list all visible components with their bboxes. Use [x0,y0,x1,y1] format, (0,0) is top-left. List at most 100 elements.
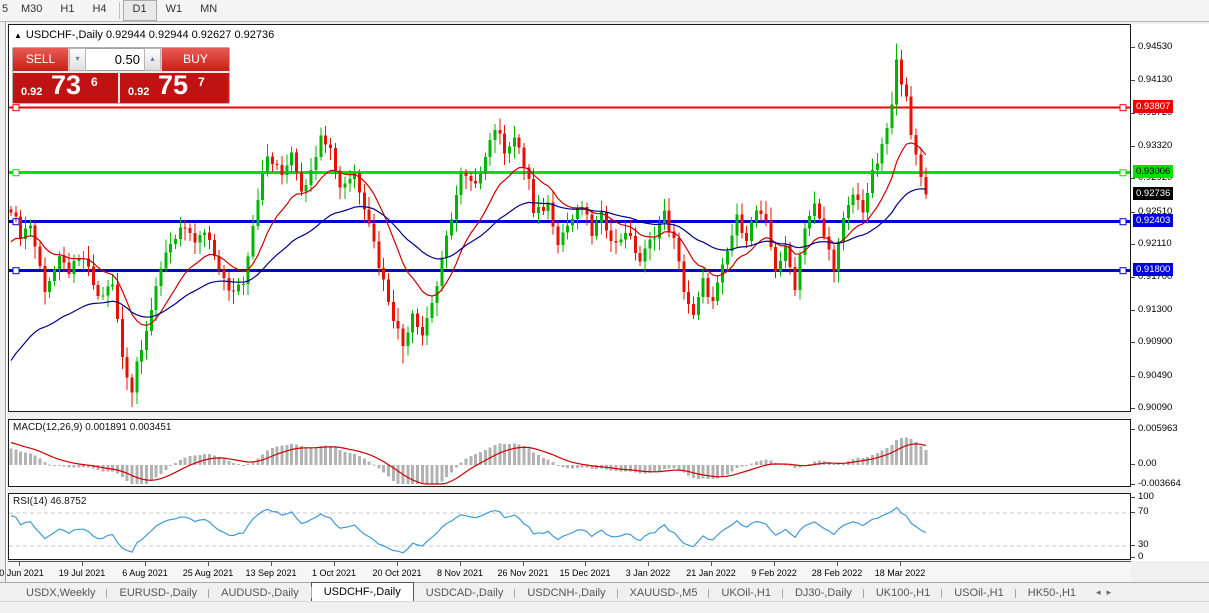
date-tick [900,562,901,566]
horizontal-line-0.92403[interactable] [9,220,1130,224]
date-tick [774,562,775,566]
sell-price-pip: 6 [91,75,98,89]
tab-usdcnh-daily[interactable]: USDCNH-,Daily [514,585,617,601]
date-label: 21 Jan 2022 [686,568,736,578]
hline-handle[interactable] [1119,218,1127,226]
timeframe-button-W1[interactable]: W1 [165,3,183,15]
sell-price-display[interactable]: 0.92 73 6 [13,70,120,103]
volume-input[interactable] [86,48,144,71]
macd-indicator-panel[interactable]: MACD(12,26,9) 0.001891 0.003451 [8,419,1131,487]
buy-price-display[interactable]: 0.92 75 7 [120,70,227,103]
price-label-0.92510: 0.92510 [1138,206,1173,217]
chart-symbol: USDCHF-,Daily [25,29,103,41]
rsi-axis-100: 100 [1138,491,1154,502]
tab-audusd-daily[interactable]: AUDUSD-,Daily [208,585,311,601]
hline-handle[interactable] [1119,267,1127,275]
line-price-tag-blue: 0.91800 [1133,263,1174,276]
rsi-tick [1131,497,1135,498]
date-tick [208,562,209,566]
date-tick [271,562,272,566]
macd-tick [1131,464,1135,465]
macd-histogram [9,437,928,484]
price-tick [1131,277,1135,278]
timeframe-button-D1[interactable]: D1 [122,0,157,21]
timeframe-button-H4[interactable]: H4 [92,3,107,15]
volume-spinner: ▾ ▴ [69,48,161,71]
chart-ohlc: 0.92944 0.92944 0.92627 0.92736 [105,29,275,41]
date-tick [648,562,649,566]
date-label: 3 Jan 2022 [625,568,671,578]
current-price-tag: 0.92736 [1133,187,1174,200]
horizontal-line-0.93006[interactable] [9,171,1130,175]
horizontal-line-0.918[interactable] [9,269,1130,273]
price-tick [1131,47,1135,48]
macd-axis-0.00: 0.00 [1138,458,1157,469]
macd-axis-0.005963: 0.005963 [1138,423,1178,434]
date-label: 25 Aug 2021 [182,568,234,578]
tab-scroll-right-icon[interactable]: ▸ [1106,587,1112,597]
date-label: 6 Aug 2021 [122,568,168,578]
tab-xauusd-m5[interactable]: XAUUSD-,M5 [616,585,710,601]
date-label: 15 Dec 2021 [559,568,611,578]
price-chart-panel[interactable]: ▲ USDCHF-,Daily 0.92944 0.92944 0.92627 0… [8,24,1131,412]
date-tick [19,562,20,566]
timeframe-button-M30[interactable]: M30 [21,3,43,15]
timeframe-button-MN[interactable]: MN [200,3,218,15]
rsi-axis-70: 70 [1138,506,1149,517]
hline-handle[interactable] [12,169,20,177]
date-label: 19 Jul 2021 [58,568,106,578]
tab-scroll-left-icon[interactable]: ◂ [1096,587,1101,597]
moving-average-40 [10,188,926,361]
tab-usdx-weekly[interactable]: USDX,Weekly [26,587,96,599]
macd-tick [1131,429,1135,430]
candlestick-chart-canvas[interactable] [9,25,1130,411]
price-label-0.91300: 0.91300 [1138,304,1173,315]
one-click-trading-panel: SELL ▾ ▴ BUY 0.92 73 6 0.92 75 7 [12,47,230,104]
rsi-indicator-panel[interactable]: RSI(14) 46.8752 [8,493,1131,560]
price-label-0.92110: 0.92110 [1138,238,1172,249]
date-label: 18 Mar 2022 [874,568,926,578]
rsi-chart-canvas[interactable] [9,494,1130,559]
chart-title: ▲ USDCHF-,Daily 0.92944 0.92944 0.92627 0… [14,29,274,41]
price-tick [1131,244,1135,245]
chart-tab-bar: USDX,Weekly EURUSD-,Daily AUDUSD-,Daily USD… [0,582,1209,601]
date-label: 1 Oct 2021 [311,568,357,578]
macd-chart-canvas[interactable] [9,420,1130,486]
price-label-0.94530: 0.94530 [1138,41,1173,52]
tab-usoil-h1[interactable]: USOil-,H1 [941,585,1016,601]
sell-button[interactable]: SELL [13,48,69,71]
collapse-triangle-icon[interactable]: ▲ [14,31,22,40]
price-tick [1131,113,1135,114]
volume-decrease-button[interactable]: ▾ [69,48,86,71]
price-tick [1131,146,1135,147]
hline-handle[interactable] [12,104,20,112]
date-tick [82,562,83,566]
buy-button[interactable]: BUY [161,48,229,71]
hline-handle[interactable] [12,267,20,275]
hline-handle[interactable] [1119,104,1127,112]
tab-eurusd-daily[interactable]: EURUSD-,Daily [106,585,209,601]
tab-uk100-h1[interactable]: UK100-,H1 [862,585,942,601]
tab-ukoil-h1[interactable]: UKOil-,H1 [708,585,783,601]
timeframe-button-5[interactable]: 5 [2,3,9,15]
tab-usdcad-daily[interactable]: USDCAD-,Daily [425,587,504,599]
price-tick [1131,212,1135,213]
macd-axis--0.003664: -0.003664 [1138,478,1181,489]
date-axis[interactable]: 30 Jun 2021 19 Jul 2021 6 Aug 2021 25 Aug 2… [0,561,1131,582]
hline-handle[interactable] [1119,169,1127,177]
price-axis[interactable]: 0.945300.941300.937200.933200.929200.925… [1131,24,1209,562]
horizontal-line-0.93807[interactable] [9,106,1130,109]
date-tick [523,562,524,566]
toolbar-separator [118,2,120,19]
macd-tick [1131,484,1135,485]
volume-increase-button[interactable]: ▴ [144,48,161,71]
timeframe-toolbar: 5 M30 H1 H4 D1 W1 MN [0,0,1209,22]
price-tick [1131,342,1135,343]
date-label: 9 Feb 2022 [751,568,797,578]
timeframe-button-H1[interactable]: H1 [60,3,75,15]
tab-usdchf-daily[interactable]: USDCHF-,Daily [310,582,414,601]
buy-price-main: 75 [158,70,189,100]
tab-dj30-daily[interactable]: DJ30-,Daily [781,585,864,601]
tab-hk50-h1[interactable]: HK50-,H1 [1014,585,1088,601]
